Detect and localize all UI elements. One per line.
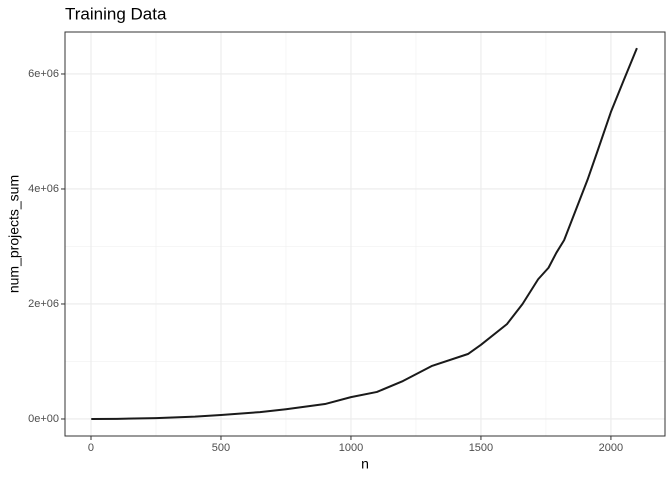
data-line (91, 47, 638, 420)
x-tick-label: 0 (88, 442, 94, 454)
panel-border (64, 31, 666, 437)
x-tick-label: 500 (212, 442, 230, 454)
y-tick-label: 6e+06 (28, 68, 59, 80)
x-tick-label: 1500 (469, 442, 493, 454)
y-axis-title: num_projects_sum (6, 175, 22, 293)
plot-panel (65, 32, 665, 436)
x-tick-label: 1000 (339, 442, 363, 454)
chart-title: Training Data (65, 4, 167, 23)
x-tick-label: 2000 (599, 442, 623, 454)
y-tick-label: 2e+06 (28, 298, 59, 310)
y-tick-label: 0e+00 (28, 413, 59, 425)
x-axis-title: n (361, 456, 369, 472)
y-tick-label: 4e+06 (28, 183, 59, 195)
